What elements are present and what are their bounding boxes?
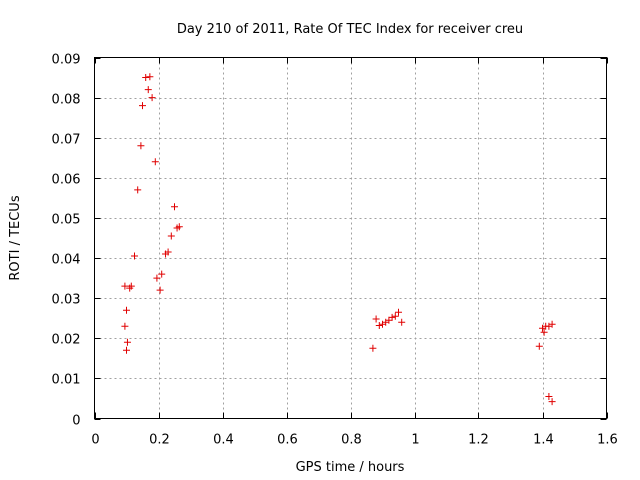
x-tick-label: 1.2 bbox=[468, 433, 489, 448]
plot-frame bbox=[94, 57, 607, 419]
data-point bbox=[139, 102, 146, 110]
data-point bbox=[142, 74, 150, 82]
y-tick-label: 0.03 bbox=[52, 293, 81, 308]
data-point bbox=[548, 320, 556, 328]
y-tick-label: 0.01 bbox=[52, 373, 81, 388]
x-tick-label: 1.6 bbox=[597, 433, 618, 448]
data-point bbox=[395, 308, 402, 316]
grid bbox=[94, 57, 607, 419]
data-point bbox=[156, 286, 164, 294]
tick-labels: 0 0.2 0.4 0.6 0.8 1 1.2 1.4 1.6 0 0.01 0.02 0.03 0.04… bbox=[52, 53, 618, 448]
x-tick-label: 0.8 bbox=[341, 433, 362, 448]
data-point bbox=[175, 223, 183, 231]
data-point bbox=[388, 313, 396, 321]
data-point bbox=[127, 282, 135, 290]
y-tick-label: 0.05 bbox=[52, 213, 81, 228]
data-point bbox=[137, 142, 145, 150]
y-tick-label: 0.09 bbox=[52, 53, 81, 68]
data-point bbox=[548, 398, 556, 406]
data-point bbox=[398, 318, 406, 326]
x-tick-label: 0 bbox=[91, 433, 99, 448]
x-tick-label: 1 bbox=[411, 433, 419, 448]
data-point bbox=[121, 322, 129, 330]
data-point bbox=[153, 274, 161, 282]
data-point bbox=[121, 282, 129, 290]
data-point bbox=[148, 94, 156, 102]
y-tick-label: 0.02 bbox=[52, 333, 81, 348]
x-tick-label: 0.6 bbox=[277, 433, 298, 448]
data-point bbox=[540, 328, 548, 336]
data-point bbox=[146, 73, 154, 81]
x-tick-label: 0.2 bbox=[149, 433, 170, 448]
y-tick-label: 0.08 bbox=[52, 93, 81, 108]
chart-title: Day 210 of 2011, Rate Of TEC Index for r… bbox=[177, 22, 523, 37]
data-point bbox=[131, 252, 138, 260]
data-point bbox=[391, 312, 399, 320]
data-point bbox=[535, 342, 543, 350]
x-axis-label: GPS time / hours bbox=[296, 460, 405, 475]
x-tick-label: 0.4 bbox=[213, 433, 234, 448]
y-axis-label: ROTI / TECUs bbox=[8, 195, 23, 280]
data-points bbox=[121, 73, 556, 406]
x-tick-label: 1.4 bbox=[533, 433, 554, 448]
axis-ticks bbox=[94, 57, 608, 420]
data-point bbox=[134, 186, 142, 194]
y-tick-label: 0 bbox=[72, 414, 80, 429]
data-point bbox=[375, 321, 383, 329]
y-tick-label: 0.07 bbox=[52, 133, 81, 148]
data-point bbox=[171, 203, 178, 211]
data-point bbox=[151, 158, 159, 166]
data-point bbox=[369, 344, 377, 352]
data-point bbox=[123, 346, 130, 354]
data-point bbox=[164, 248, 172, 256]
data-point bbox=[123, 338, 131, 346]
data-point bbox=[372, 315, 380, 323]
data-point bbox=[123, 306, 130, 314]
data-point bbox=[144, 86, 152, 94]
y-tick-label: 0.06 bbox=[52, 173, 81, 188]
data-point bbox=[545, 392, 553, 400]
data-point bbox=[167, 232, 175, 240]
y-tick-label: 0.04 bbox=[52, 253, 81, 268]
data-point bbox=[158, 270, 166, 278]
